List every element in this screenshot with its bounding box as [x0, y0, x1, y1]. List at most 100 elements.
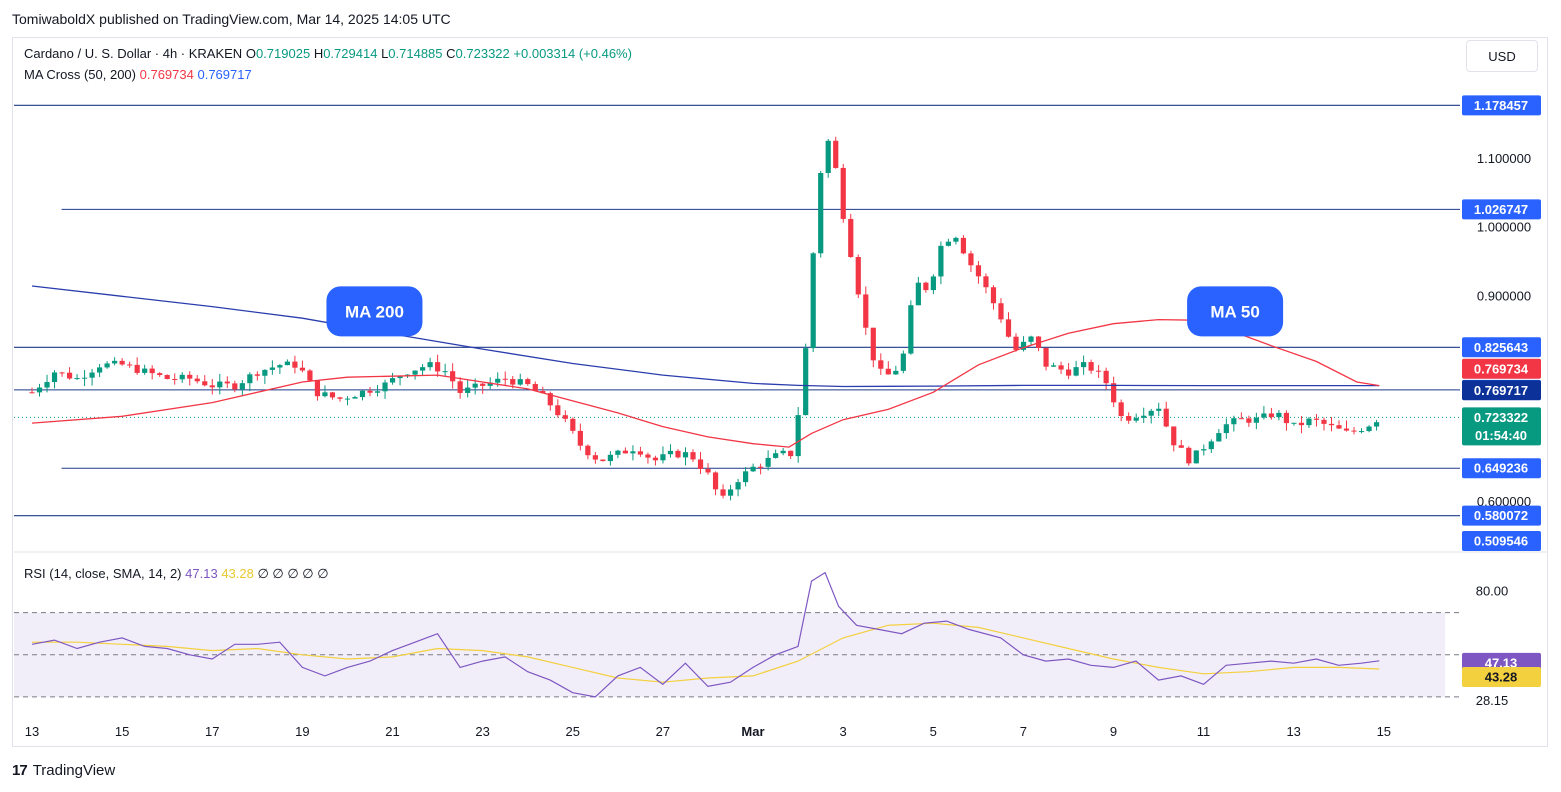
tradingview-brand[interactable]: 17 TradingView: [12, 762, 115, 779]
candle-body: [1291, 422, 1297, 424]
candle: [435, 354, 441, 377]
candle-body: [66, 372, 73, 379]
candle-body: [870, 327, 876, 361]
candle: [1291, 422, 1297, 426]
candle-body: [1268, 413, 1274, 418]
candle-body: [247, 374, 253, 384]
candle-body: [622, 450, 629, 454]
rsi-line: [31, 571, 1380, 698]
candle-body: [1081, 362, 1087, 368]
candle-body: [1336, 425, 1342, 429]
extra-axis-badge-0: 0.509546: [1462, 531, 1541, 551]
candle: [104, 361, 110, 369]
candle-body: [119, 360, 125, 365]
candle: [630, 445, 636, 461]
candle: [848, 213, 854, 258]
candle-body: [322, 392, 328, 397]
candle: [1050, 362, 1057, 367]
candle-body: [953, 237, 959, 242]
candle: [374, 385, 381, 397]
candle: [585, 444, 591, 460]
rsi-sma-badge-text: 43.28: [1485, 669, 1518, 684]
candle: [179, 372, 185, 383]
x-tick-label: 13: [25, 724, 39, 739]
candle: [990, 285, 997, 310]
level-badge-1: 1.026747: [1462, 199, 1541, 220]
candle: [878, 353, 884, 375]
candle: [1081, 355, 1087, 375]
candle-body: [1133, 417, 1139, 421]
candle: [187, 371, 193, 386]
candle-body: [840, 167, 846, 219]
candle: [705, 463, 711, 475]
candle-body: [1358, 431, 1365, 433]
x-tick-label: 15: [1377, 724, 1391, 739]
candle-body: [742, 471, 749, 483]
rsi-sma-badge-bg: [1462, 666, 1541, 687]
candle: [1141, 407, 1147, 423]
level-badge-4-text: 0.649236: [1474, 461, 1528, 476]
candle: [1253, 412, 1259, 430]
candle-body: [187, 374, 193, 379]
candle: [29, 387, 35, 394]
candle-body: [652, 457, 659, 461]
rsi-label: RSI (14, close, SMA, 14, 2): [24, 566, 182, 581]
candle: [1186, 446, 1192, 466]
x-tick-label: 25: [565, 724, 579, 739]
candle-body: [1283, 412, 1290, 424]
candle-body: [1253, 417, 1259, 423]
candle: [645, 452, 651, 464]
candle-body: [998, 303, 1004, 320]
level-badge-1-text: 1.026747: [1474, 202, 1528, 217]
candle: [1373, 419, 1380, 431]
candle-body: [1223, 424, 1229, 434]
candle-body: [127, 364, 133, 366]
x-tick-label: 3: [839, 724, 846, 739]
level-badge-2-bg: [1462, 337, 1541, 358]
candle: [893, 365, 899, 375]
candle-body: [712, 472, 719, 490]
candle-body: [600, 459, 606, 462]
candle: [1148, 408, 1154, 424]
candle: [885, 361, 891, 375]
candle: [382, 379, 388, 399]
candle-body: [450, 371, 456, 382]
candle: [810, 252, 816, 353]
ma-tag-text: MA 50: [1210, 302, 1259, 321]
candle-body: [254, 374, 260, 376]
candle-body: [968, 253, 974, 266]
candle: [742, 466, 749, 487]
candle-body: [97, 367, 103, 373]
candles-layer: [29, 136, 1380, 501]
symbol-label: Cardano / U. S. Dollar · 4h · KRAKEN: [24, 46, 243, 61]
candle: [930, 274, 936, 295]
candle: [1043, 347, 1049, 371]
candle: [412, 370, 418, 380]
candle: [765, 450, 771, 471]
candle-body: [810, 253, 816, 349]
candle-body: [555, 405, 561, 416]
x-tick-label: 23: [475, 724, 489, 739]
candle: [81, 369, 88, 387]
level-badge-5-text: 0.580072: [1474, 508, 1528, 523]
candle: [1013, 333, 1019, 352]
candle-body: [359, 390, 366, 398]
candle-body: [307, 370, 313, 381]
candle-body: [284, 361, 290, 366]
candle: [194, 375, 200, 384]
candle: [532, 381, 538, 392]
candle-body: [1171, 426, 1177, 446]
candle-body: [352, 397, 358, 399]
price-legend: Cardano / U. S. Dollar · 4h · KRAKEN O0.…: [24, 46, 632, 61]
candle-body: [142, 368, 148, 373]
candle: [562, 410, 568, 423]
candle-body: [923, 282, 929, 291]
candle-body: [262, 369, 268, 376]
currency-button[interactable]: USD: [1466, 40, 1538, 72]
candle-body: [472, 383, 478, 388]
candle-body: [848, 218, 854, 258]
ma-legend: MA Cross (50, 200) 0.769734 0.769717: [24, 67, 252, 82]
candle: [998, 298, 1004, 323]
chart-frame: [12, 37, 1548, 747]
